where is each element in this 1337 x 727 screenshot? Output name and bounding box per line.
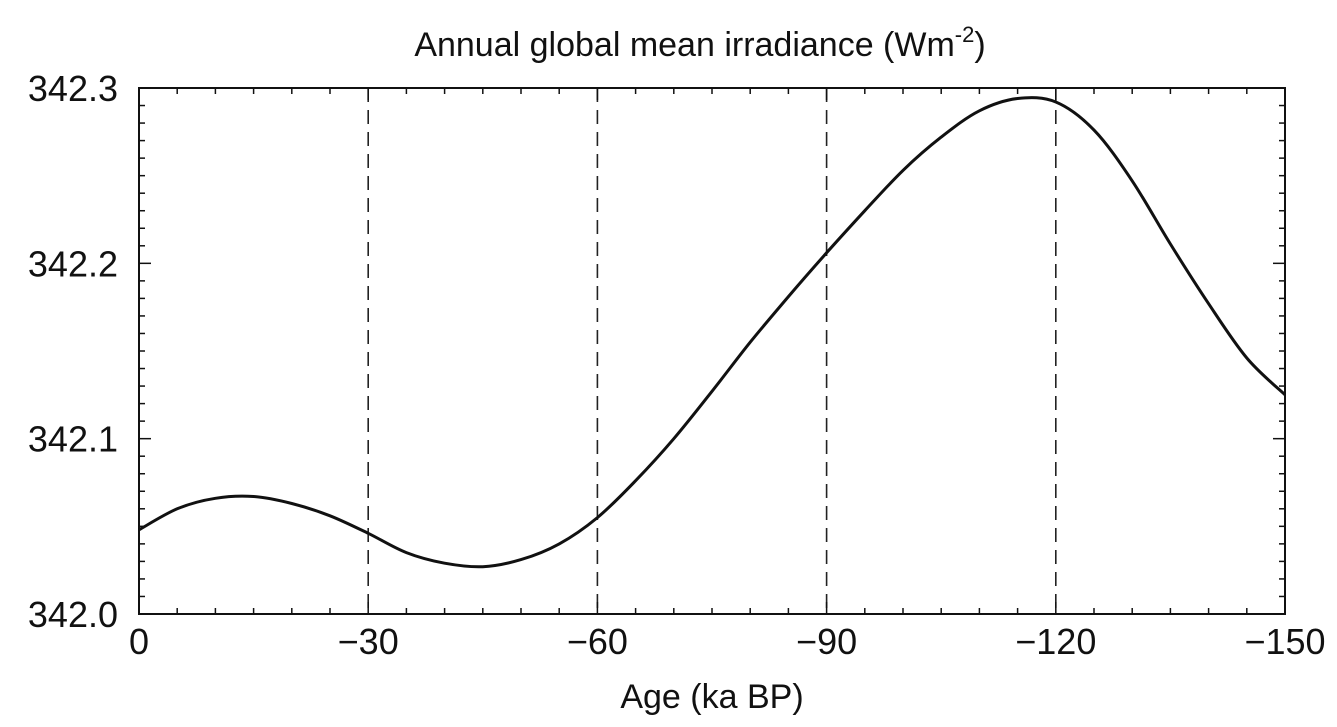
y-tick-label: 342.0 [28, 594, 118, 635]
y-tick-label: 342.3 [28, 68, 118, 109]
chart-title-main: Annual global mean irradiance (Wm [414, 26, 954, 64]
y-tick-label: 342.1 [28, 419, 118, 460]
x-tick-label: −120 [1015, 621, 1096, 662]
x-tick-label: −30 [338, 621, 399, 662]
chart-title-suffix: ) [974, 26, 985, 64]
x-tick-label: −90 [796, 621, 857, 662]
chart-title-superscript: -2 [955, 22, 975, 47]
plot-area: 0 −30 −60 −90 −120 −150 342.0 342.1 342.2 342.3 [28, 68, 1326, 662]
x-tick-label: −150 [1244, 621, 1325, 662]
irradiance-line [138, 96, 1287, 569]
plot-frame [138, 87, 1286, 615]
x-tick-label: −60 [567, 621, 628, 662]
x-tick-label: 0 [129, 621, 149, 662]
x-axis-title: Age (ka BP) [620, 678, 803, 716]
y-tick-label: 342.2 [28, 243, 118, 284]
chart-title: Annual global mean irradiance (Wm-2) [414, 22, 985, 64]
